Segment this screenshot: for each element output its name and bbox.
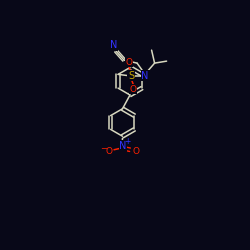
Text: S: S — [128, 70, 134, 81]
Text: O: O — [132, 146, 139, 156]
Text: N: N — [119, 141, 127, 151]
Text: N: N — [142, 70, 149, 81]
Text: −: − — [100, 144, 107, 153]
Text: O: O — [106, 146, 112, 156]
Text: O: O — [130, 84, 136, 94]
Text: +: + — [124, 137, 131, 146]
Text: O: O — [126, 58, 132, 66]
Text: N: N — [110, 40, 117, 50]
